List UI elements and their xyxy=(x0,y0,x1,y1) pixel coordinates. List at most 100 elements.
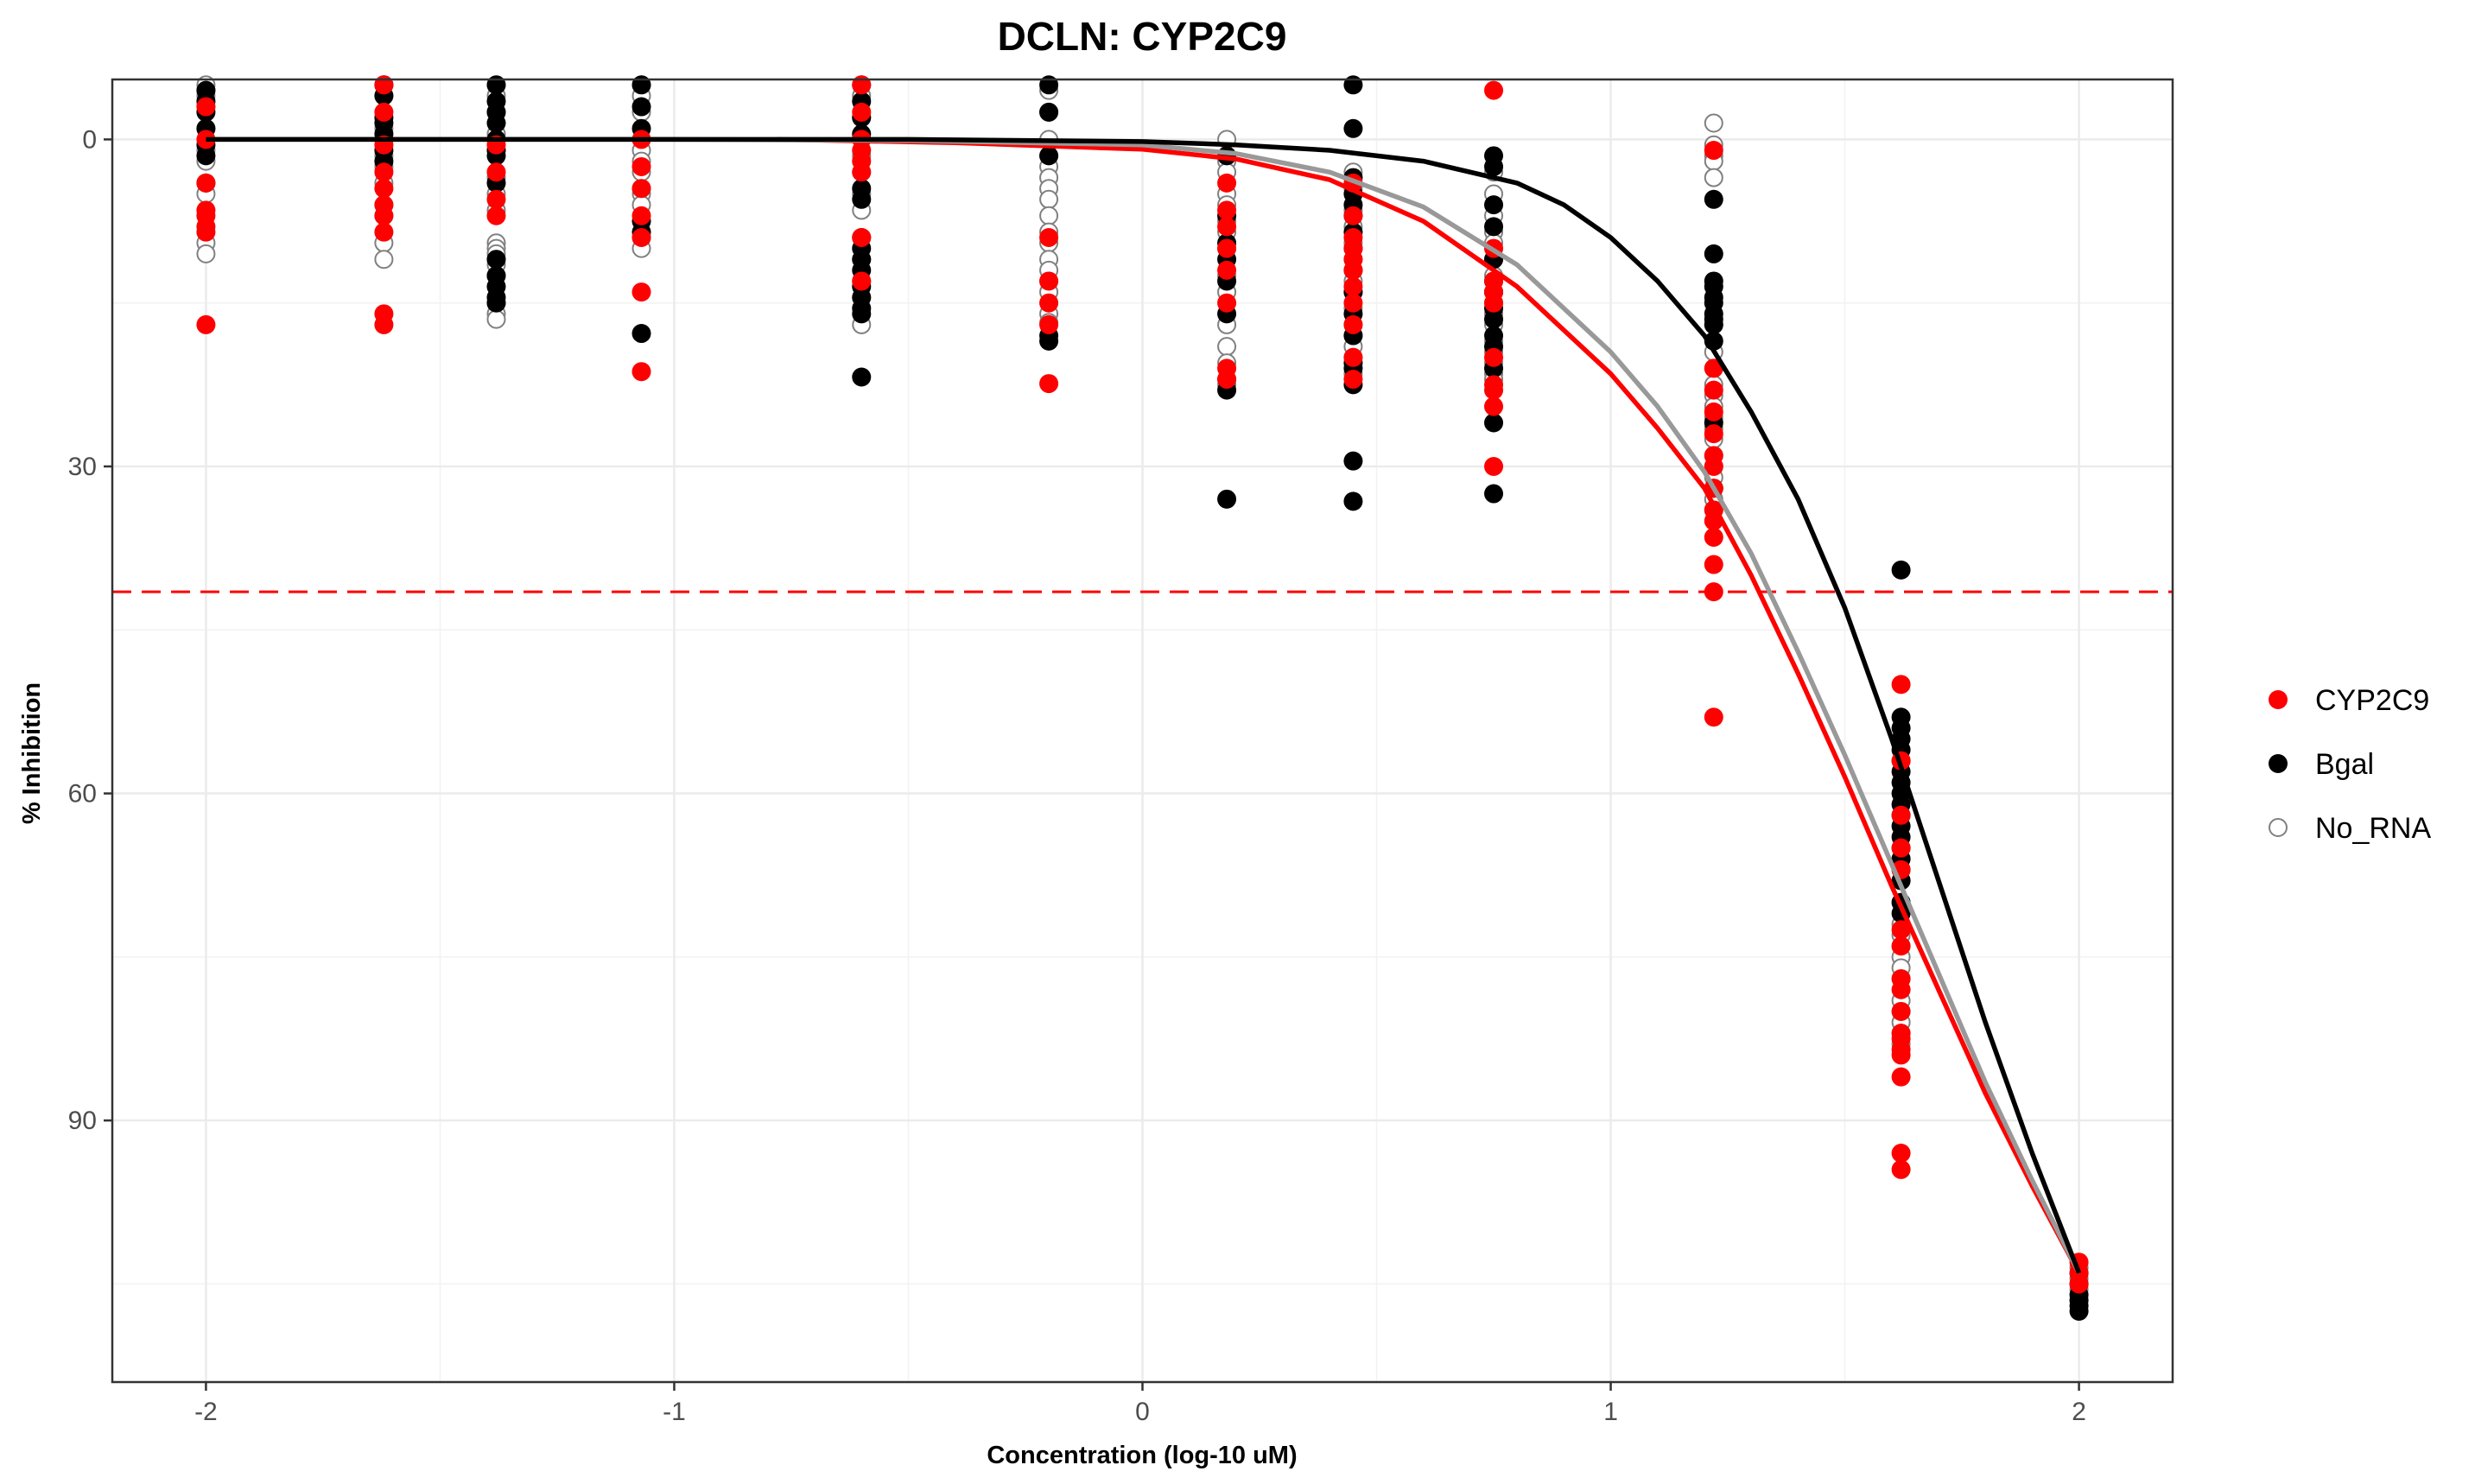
data-point xyxy=(1891,560,1911,580)
data-point xyxy=(486,293,506,313)
data-point xyxy=(1891,980,1911,999)
x-tick-label: 0 xyxy=(1135,1398,1150,1426)
data-point xyxy=(1704,528,1723,548)
data-point xyxy=(374,162,394,182)
data-point xyxy=(1217,200,1237,220)
data-point xyxy=(631,156,651,176)
data-point xyxy=(631,206,651,225)
data-point xyxy=(374,250,394,270)
data-point xyxy=(1343,260,1363,280)
y-tick-label: 0 xyxy=(82,125,97,154)
data-point xyxy=(1891,675,1911,694)
data-point xyxy=(1039,271,1059,291)
data-point xyxy=(1891,838,1911,858)
data-point xyxy=(852,227,872,247)
data-point xyxy=(852,271,872,291)
data-point xyxy=(631,362,651,382)
y-tick-label: 30 xyxy=(68,453,97,481)
data-point xyxy=(1891,920,1911,940)
data-point xyxy=(1343,206,1363,225)
data-point xyxy=(852,75,872,95)
data-point xyxy=(1704,168,1723,187)
data-point xyxy=(1704,402,1723,422)
fit-curve-bgal xyxy=(206,136,2082,1274)
data-point xyxy=(1484,484,1504,504)
data-point xyxy=(1484,413,1504,433)
data-point xyxy=(1343,118,1363,138)
data-point xyxy=(486,309,506,329)
y-axis-title: % Inhibition xyxy=(18,682,46,824)
data-point xyxy=(1217,173,1237,193)
data-point xyxy=(196,146,216,166)
data-point xyxy=(1484,217,1504,237)
data-point xyxy=(1217,489,1237,509)
data-point xyxy=(1343,75,1363,95)
data-point xyxy=(631,179,651,199)
data-point xyxy=(1891,936,1911,956)
legend-key xyxy=(2269,818,2288,837)
x-axis-title: Concentration (log-10 uM) xyxy=(987,1442,1297,1469)
fit-curve-cyp2c9 xyxy=(777,136,2082,1275)
data-point xyxy=(1704,555,1723,574)
data-point xyxy=(374,314,394,334)
data-point xyxy=(631,75,651,95)
data-point xyxy=(1343,491,1363,511)
data-point xyxy=(852,102,872,122)
data-point xyxy=(1891,1067,1911,1087)
data-point xyxy=(1704,113,1723,133)
data-point xyxy=(1039,189,1059,209)
data-point xyxy=(1039,374,1059,394)
data-point xyxy=(1891,805,1911,825)
data-point xyxy=(852,304,872,324)
data-point xyxy=(631,227,651,247)
data-point xyxy=(1217,260,1237,280)
data-point xyxy=(1704,582,1723,602)
legend-label: CYP2C9 xyxy=(2315,684,2429,717)
data-point xyxy=(374,179,394,199)
x-tick-label: -2 xyxy=(194,1398,218,1426)
data-point xyxy=(1217,337,1237,357)
data-point xyxy=(486,206,506,225)
data-point xyxy=(852,162,872,182)
data-point xyxy=(1484,347,1504,367)
data-point xyxy=(1343,451,1363,471)
legend-key xyxy=(2269,690,2288,709)
data-point xyxy=(1704,707,1723,727)
data-point xyxy=(1484,293,1504,313)
data-point xyxy=(1343,293,1363,313)
data-point xyxy=(486,250,506,270)
data-point xyxy=(1704,424,1723,444)
data-point xyxy=(1704,456,1723,476)
data-point xyxy=(1343,314,1363,334)
legend-label: Bgal xyxy=(2315,748,2374,781)
legend-label: No_RNA xyxy=(2315,812,2431,845)
data-point xyxy=(1891,1143,1911,1163)
x-tick-label: 2 xyxy=(2072,1398,2086,1426)
data-point xyxy=(1484,80,1504,100)
data-point xyxy=(1217,370,1237,390)
data-point xyxy=(1484,309,1504,329)
data-point xyxy=(1704,358,1723,378)
data-point xyxy=(1891,1001,1911,1021)
data-point xyxy=(1343,276,1363,296)
data-point xyxy=(1891,1159,1911,1179)
data-point xyxy=(1217,238,1237,258)
data-point xyxy=(631,324,651,344)
data-point xyxy=(1484,156,1504,176)
data-point xyxy=(196,244,216,263)
data-point xyxy=(196,222,216,242)
data-point xyxy=(852,367,872,387)
data-point xyxy=(852,189,872,209)
data-point xyxy=(1039,293,1059,313)
data-point xyxy=(486,189,506,209)
data-point xyxy=(1039,206,1059,225)
points-layer xyxy=(196,75,2089,1321)
data-point xyxy=(1039,102,1059,122)
data-point xyxy=(1039,227,1059,247)
y-tick-label: 60 xyxy=(68,780,97,809)
data-point xyxy=(1039,75,1059,95)
data-point xyxy=(374,75,394,95)
data-point xyxy=(374,206,394,225)
